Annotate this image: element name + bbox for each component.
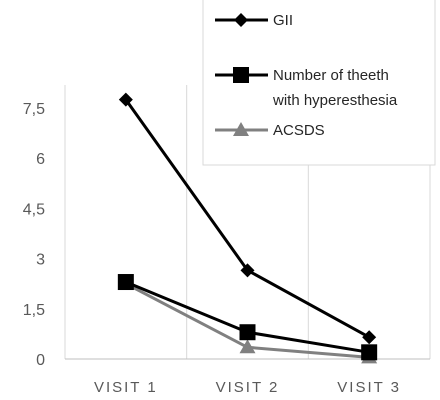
legend-label: GII: [273, 12, 293, 29]
x-axis-category-labels: VISIT 1 VISIT 2 VISIT 3: [94, 379, 401, 396]
y-tick-label: 1,5: [23, 302, 45, 319]
y-tick-label: 7,5: [23, 101, 45, 118]
y-tick-label: 4,5: [23, 201, 45, 218]
legend-marker: [233, 67, 249, 83]
x-category-label: VISIT 1: [94, 379, 158, 396]
legend-marker: [234, 13, 248, 27]
y-tick-label: 0: [36, 352, 45, 369]
legend-entry-0: GII: [215, 12, 293, 29]
legend-label: ACSDS: [273, 122, 325, 139]
data-point: [118, 92, 133, 107]
y-tick-label: 6: [36, 151, 45, 168]
legend-label: with hyperesthesia: [272, 92, 398, 109]
series-1: [117, 274, 378, 361]
x-category-label: VISIT 3: [337, 379, 401, 396]
data-point: [361, 344, 378, 361]
series-layer: [117, 92, 378, 364]
legend: GII Number of theeth with hyperesthesia ACS…: [202, 0, 436, 166]
series-0: [118, 92, 377, 345]
data-point: [117, 274, 134, 291]
y-axis-tick-labels: 0 1,5 3 4,5 6 7,5: [23, 101, 45, 369]
legend-marker: [233, 122, 249, 136]
y-tick-label: 3: [36, 252, 45, 269]
data-point: [240, 263, 255, 278]
data-point: [239, 324, 256, 341]
legend-label: Number of theeth: [273, 67, 389, 84]
data-point: [362, 330, 377, 345]
legend-entry-1: Number of theeth with hyperesthesia: [215, 67, 398, 109]
x-category-label: VISIT 2: [216, 379, 280, 396]
legend-entry-2: ACSDS: [215, 122, 325, 139]
data-point: [239, 339, 256, 354]
